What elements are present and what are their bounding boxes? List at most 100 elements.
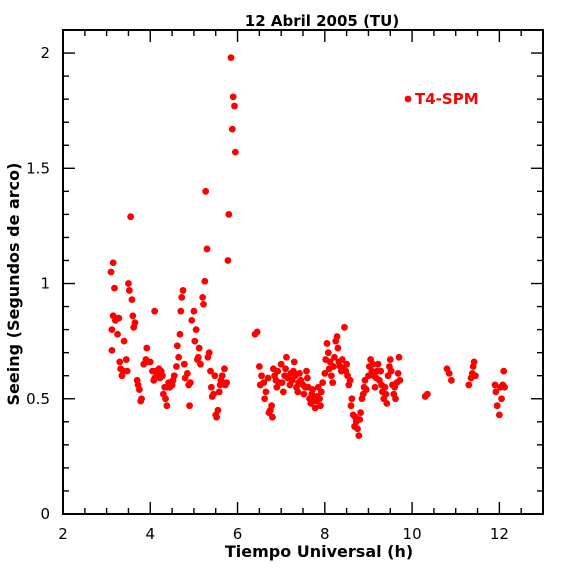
data-point — [159, 372, 166, 380]
data-point — [129, 312, 137, 320]
data-point — [279, 388, 287, 396]
legend-marker — [404, 95, 412, 103]
data-point — [382, 390, 390, 398]
x-tick-label: 6 — [233, 525, 243, 543]
data-point — [354, 425, 361, 433]
data-point — [111, 284, 118, 292]
data-point — [218, 372, 226, 380]
data-point — [199, 293, 207, 301]
data-point — [362, 386, 370, 393]
data-point — [395, 353, 403, 361]
data-point — [170, 372, 178, 380]
data-point — [177, 307, 185, 315]
data-point — [303, 374, 311, 382]
data-point — [277, 360, 285, 368]
x-tick-label: 12 — [490, 525, 509, 543]
data-point — [278, 379, 286, 387]
data-point — [180, 360, 188, 368]
x-tick-label: 8 — [320, 525, 330, 543]
legend-label-t4-spm: T4-SPM — [415, 90, 479, 108]
data-point — [138, 395, 145, 403]
data-point — [330, 363, 337, 370]
data-point — [231, 148, 239, 156]
y-tick-labels: 0 0.5 1 1.5 2 — [26, 44, 50, 523]
data-point — [268, 402, 275, 410]
data-point — [264, 374, 272, 382]
data-point — [200, 300, 207, 308]
data-point — [331, 353, 338, 361]
data-point — [260, 379, 268, 387]
y-tick-label: 2 — [40, 44, 50, 62]
data-point — [205, 349, 213, 357]
data-point — [115, 314, 123, 322]
data-point — [316, 395, 323, 403]
x-axis-label: Tiempo Universal (h) — [225, 542, 413, 561]
x-tick-label: 10 — [403, 525, 422, 543]
data-point — [151, 307, 159, 315]
data-point — [173, 363, 180, 370]
data-point — [224, 257, 232, 264]
data-point — [501, 383, 508, 391]
data-point — [361, 376, 369, 384]
data-point — [321, 370, 329, 377]
data-point — [300, 390, 308, 398]
data-point — [317, 402, 324, 410]
data-point — [374, 360, 382, 368]
data-point — [394, 370, 402, 377]
data-point — [262, 388, 270, 396]
data-point — [190, 307, 198, 315]
data-point — [269, 413, 276, 421]
data-point — [203, 245, 211, 253]
data-point — [229, 93, 237, 101]
data-point — [470, 358, 478, 366]
data-point — [296, 370, 303, 377]
data-point — [261, 395, 268, 403]
data-point — [120, 337, 128, 345]
data-point — [386, 356, 394, 363]
data-point — [493, 402, 501, 410]
data-point — [491, 381, 499, 389]
data-point — [175, 353, 183, 361]
y-tick-label: 1.5 — [26, 159, 50, 177]
data-point — [495, 411, 503, 419]
data-point — [178, 293, 186, 301]
data-point — [253, 328, 261, 336]
data-point — [197, 360, 204, 368]
data-point — [207, 367, 214, 375]
data-point — [210, 390, 217, 398]
data-point — [324, 349, 332, 357]
data-point — [311, 404, 319, 412]
data-point — [329, 379, 337, 387]
data-point — [348, 395, 356, 403]
data-point — [188, 317, 196, 324]
data-point — [258, 372, 265, 380]
data-point — [290, 358, 298, 366]
data-point — [125, 280, 132, 287]
data-point — [387, 367, 395, 375]
data-point — [369, 360, 377, 368]
data-point — [192, 326, 200, 334]
data-point — [500, 367, 508, 375]
data-point — [231, 102, 238, 110]
data-point — [207, 383, 215, 391]
data-point — [228, 125, 236, 133]
axis-ticks — [62, 29, 544, 515]
data-point — [347, 402, 355, 410]
data-point — [377, 367, 385, 375]
data-point — [396, 376, 404, 384]
data-point — [107, 268, 115, 276]
y-axis-label: Seeing (Segundos de arco) — [4, 163, 23, 406]
data-point — [333, 333, 341, 340]
data-points — [107, 54, 508, 440]
data-point — [191, 337, 199, 345]
data-point — [215, 388, 223, 396]
data-point — [114, 330, 121, 338]
data-point — [383, 399, 391, 407]
data-point — [108, 326, 116, 334]
data-point — [341, 323, 348, 331]
data-point — [125, 287, 133, 294]
data-point — [365, 372, 372, 380]
data-point — [221, 365, 228, 373]
data-point — [327, 372, 335, 380]
